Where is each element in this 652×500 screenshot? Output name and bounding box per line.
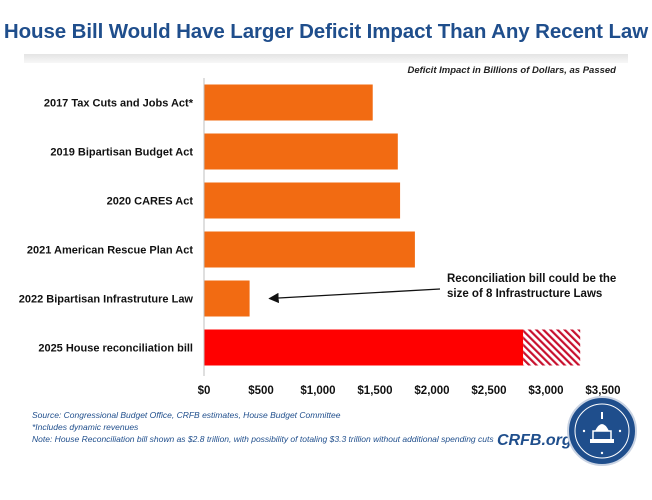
- bar-3: [204, 182, 401, 219]
- footer-notes: Source: Congressional Budget Office, CRF…: [32, 409, 502, 445]
- x-tick-label: $3,000: [528, 385, 563, 397]
- category-label: 2022 Bipartisan Infrastruture Law: [19, 294, 194, 306]
- x-tick-label: $3,500: [585, 385, 620, 397]
- dynamic-revenue-note: *Includes dynamic revenues: [32, 422, 139, 432]
- bar-extension-hatched: [523, 329, 581, 366]
- annotation-text: Reconciliation bill could be the: [447, 273, 616, 285]
- annotation-text: size of 8 Infrastructure Laws: [447, 288, 602, 300]
- x-tick-label: $500: [248, 385, 274, 397]
- category-label: 2021 American Rescue Plan Act: [27, 245, 193, 257]
- chart-subtitle: Deficit Impact in Billions of Dollars, a…: [407, 65, 616, 76]
- x-tick-label: $2,500: [471, 385, 506, 397]
- bar-1: [204, 84, 373, 121]
- category-label: 2017 Tax Cuts and Jobs Act*: [44, 98, 194, 110]
- bar-4: [204, 231, 415, 268]
- capitol-seal-icon: [567, 396, 637, 466]
- category-label: 2019 Bipartisan Budget Act: [50, 147, 193, 159]
- crfb-link[interactable]: CRFB.org: [497, 432, 572, 449]
- x-tick-label: $2,000: [414, 385, 449, 397]
- source-note: Source: Congressional Budget Office, CRF…: [32, 410, 341, 420]
- bar-6: [204, 329, 524, 366]
- reconciliation-note: Note: House Reconciliation bill shown as…: [32, 434, 494, 444]
- annotation-arrow: [268, 288, 441, 304]
- category-label: 2020 CARES Act: [107, 196, 194, 208]
- chart-title: House Bill Would Have Larger Deficit Imp…: [3, 20, 649, 43]
- bar-5: [204, 280, 250, 317]
- x-tick-label: $0: [198, 385, 211, 397]
- bar-2: [204, 133, 398, 170]
- category-label: 2025 House reconciliation bill: [38, 343, 193, 355]
- title-divider: [24, 54, 628, 63]
- x-tick-label: $1,000: [300, 385, 335, 397]
- x-tick-label: $1,500: [357, 385, 392, 397]
